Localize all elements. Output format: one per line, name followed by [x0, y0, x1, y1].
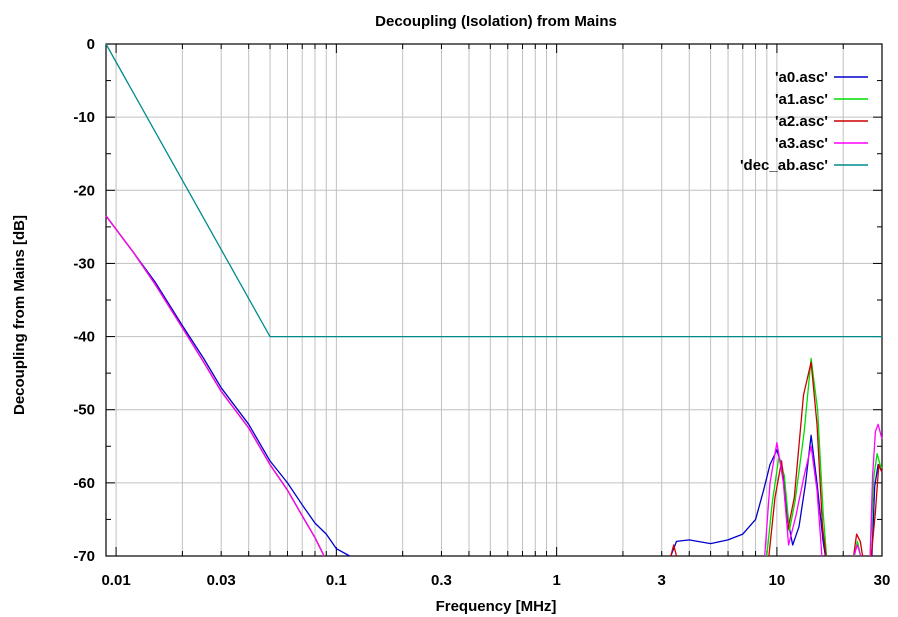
- series-line: [105, 43, 882, 338]
- x-tick-labels: 0.01 0.03 0.1 0.3 1 3 10 30: [101, 572, 890, 589]
- x-tick-label: 30: [874, 572, 891, 589]
- x-tick-label: 1: [552, 572, 560, 589]
- series-line: [869, 452, 883, 557]
- series-line: [766, 357, 828, 557]
- x-tick-label: 0.3: [431, 572, 452, 589]
- chart-title: Decoupling (Isolation) from Mains: [375, 13, 617, 30]
- series-3: [105, 215, 883, 557]
- legend-label: 'a0.asc': [775, 69, 828, 86]
- series-line: [105, 215, 325, 557]
- y-tick-label: -20: [73, 182, 95, 199]
- legend: 'a0.asc' 'a1.asc' 'a2.asc' 'a3.asc' 'dec_ab.…: [740, 69, 868, 174]
- series-line: [852, 544, 862, 557]
- series-0: [105, 215, 883, 557]
- y-tick-label: -40: [73, 329, 95, 346]
- series-line: [105, 215, 325, 557]
- x-tick-label: 0.03: [207, 572, 236, 589]
- x-axis-label: Frequency [MHz]: [436, 598, 557, 615]
- y-tick-label: -10: [73, 109, 95, 126]
- series-1: [105, 215, 883, 557]
- y-tick-labels: 0 -10 -20 -30 -40 -50 -60 -70: [73, 36, 95, 565]
- legend-label: 'a3.asc': [775, 135, 828, 152]
- x-tick-label: 0.01: [101, 572, 130, 589]
- legend-label: 'a1.asc': [775, 91, 828, 108]
- series-4: [105, 43, 882, 338]
- y-tick-label: -30: [73, 255, 95, 272]
- series-line: [870, 463, 883, 557]
- x-tick-label: 0.1: [326, 572, 347, 589]
- series-line: [670, 434, 827, 557]
- x-tick-label: 3: [658, 572, 666, 589]
- y-tick-label: -50: [73, 402, 95, 419]
- x-tick-label: 10: [769, 572, 786, 589]
- plot-frame: [105, 43, 883, 557]
- legend-label: 'dec_ab.asc': [740, 157, 828, 174]
- series-lines: [105, 43, 883, 557]
- series-line: [764, 441, 823, 557]
- series-2: [105, 215, 883, 557]
- series-line: [105, 215, 325, 557]
- series-line: [768, 361, 827, 557]
- y-tick-label: -60: [73, 475, 95, 492]
- legend-label: 'a2.asc': [775, 113, 828, 130]
- series-line: [869, 423, 883, 557]
- y-tick-label: 0: [87, 36, 95, 53]
- series-line: [105, 215, 351, 557]
- y-axis-label: Decoupling from Mains [dB]: [11, 215, 28, 415]
- axis-ticks: [105, 43, 883, 557]
- series-line: [670, 544, 678, 557]
- grid: [105, 43, 883, 557]
- series-line: [852, 533, 864, 557]
- y-tick-label: -70: [73, 548, 95, 565]
